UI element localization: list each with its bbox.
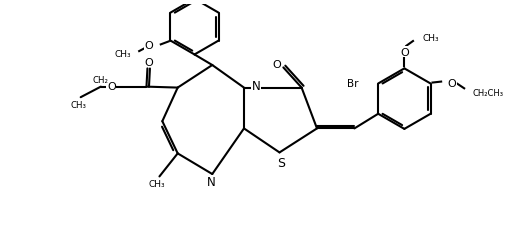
Text: CH₃: CH₃ (423, 33, 439, 42)
Text: S: S (277, 156, 285, 169)
Text: CH₃: CH₃ (70, 101, 86, 110)
Text: Br: Br (346, 78, 358, 88)
Text: CH₃: CH₃ (149, 179, 165, 188)
Text: CH₂: CH₂ (93, 76, 109, 85)
Text: O: O (144, 57, 153, 67)
Text: N: N (251, 80, 261, 93)
Text: CH₃: CH₃ (114, 50, 131, 59)
Text: O: O (447, 78, 456, 88)
Text: CH₂CH₃: CH₂CH₃ (473, 88, 504, 97)
Text: O: O (400, 47, 409, 57)
Text: N: N (207, 175, 216, 188)
Text: O: O (272, 59, 281, 69)
Text: O: O (145, 41, 154, 51)
Text: O: O (107, 81, 116, 91)
